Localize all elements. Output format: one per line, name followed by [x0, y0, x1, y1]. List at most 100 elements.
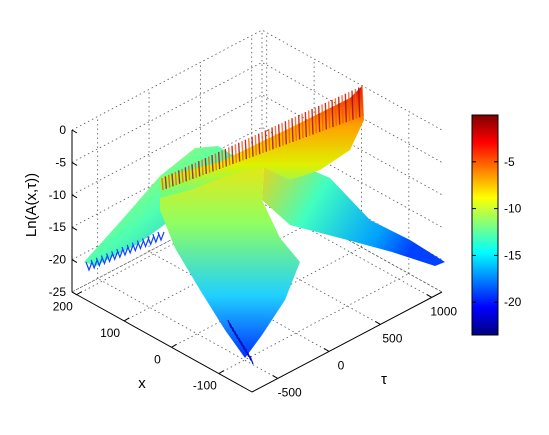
tau-axis-label: τ [381, 371, 387, 388]
x-tick-mark [76, 291, 82, 296]
ripple-line [191, 164, 194, 179]
surface-front-face [160, 150, 300, 358]
ripple-line [341, 95, 344, 124]
ripple-line [111, 251, 119, 261]
ripple-line [264, 130, 268, 152]
ripple-line [126, 244, 134, 255]
surface-right-tail [262, 150, 445, 266]
ripple-line [106, 253, 114, 264]
ripple-line [227, 147, 231, 166]
ripple-line [242, 344, 247, 354]
grid-line [148, 251, 330, 352]
ripple-line [247, 352, 252, 361]
ripple-line [147, 236, 155, 246]
ripple-line [267, 128, 271, 151]
colorbar-tick-label: -10 [504, 202, 522, 216]
x-axis-line [71, 291, 253, 393]
ripple-line [351, 90, 354, 120]
ripple-line [90, 259, 98, 270]
ripple-line [331, 99, 334, 128]
grid-line [71, 94, 443, 196]
ripple-line [171, 173, 174, 187]
ripple-line [361, 85, 364, 117]
ripple-line [95, 257, 103, 268]
tau-tick-mark [272, 375, 278, 379]
x-tick-label: -100 [193, 379, 217, 393]
colorbar [471, 114, 499, 336]
ripple-line [281, 122, 284, 146]
x-tick-mark [218, 370, 225, 375]
ripple-line [207, 156, 211, 173]
ripple-line [274, 125, 278, 149]
ripple-line [334, 98, 338, 126]
ripple-line [174, 171, 178, 186]
ripple-line [229, 323, 234, 332]
ripple-line [240, 341, 245, 350]
z-tick-label: 0 [59, 123, 66, 137]
ripple-line [311, 108, 314, 135]
ripple-line [204, 158, 208, 175]
ripple-line [291, 118, 294, 142]
z-tick-label: -25 [49, 285, 67, 299]
ripple-line [247, 138, 251, 158]
tau-tick-mark [375, 321, 381, 325]
x-tick-label: 0 [154, 352, 161, 366]
ripple-line [354, 89, 358, 119]
ripple-line [287, 119, 291, 144]
ripple-line [136, 240, 144, 251]
x-axis-ticks: -100 0 100 200 [53, 291, 225, 393]
ripple-line [321, 104, 324, 131]
z-tick-mark [71, 226, 78, 231]
x-tick-label: 200 [53, 300, 73, 314]
ripple-line [181, 168, 184, 183]
z-tick-mark [71, 259, 78, 264]
x-tick-mark [123, 317, 130, 322]
ripple-line [85, 261, 93, 272]
grid-line [71, 126, 443, 228]
ripple-line [244, 139, 248, 160]
ripple-line [161, 177, 164, 191]
ripple-line [324, 102, 328, 130]
colorbar-ticks: -5 -10 -15 -20 [472, 155, 522, 309]
ripple-line [131, 242, 139, 253]
ripple-line [157, 231, 165, 242]
tau-tick-mark [323, 348, 330, 352]
tau-axis-line [251, 291, 443, 393]
ripple-line [301, 113, 304, 139]
ripple-line [245, 348, 250, 358]
z-tick-mark [71, 161, 78, 166]
tau-tick-label: -500 [278, 385, 302, 399]
z-axis-ticks: -25 -20 -15 -10 -5 0 [49, 123, 78, 299]
ripple-line [237, 142, 241, 162]
colorbar-tick-label: -15 [504, 248, 522, 262]
ripple-line [357, 87, 361, 118]
ripple-line [317, 105, 321, 133]
tau-tick-label: 500 [382, 331, 402, 345]
z-tick-label: -15 [49, 220, 67, 234]
colorbar-tick-label: -20 [504, 295, 522, 309]
ripple-line [224, 148, 228, 167]
x-tick-label: 100 [100, 326, 120, 340]
ripple-line [257, 133, 261, 155]
ripple-line [231, 326, 236, 336]
grid-line [71, 191, 443, 293]
ripple-line [251, 136, 254, 157]
ripple-line [261, 131, 264, 154]
ripple-line [327, 101, 331, 129]
ripple-line [297, 115, 301, 140]
ripple-line [177, 170, 181, 184]
ripple-line [221, 150, 224, 168]
ripple-line [121, 246, 129, 257]
z-tick-mark [71, 291, 78, 296]
ripple-line [347, 92, 351, 121]
ripple-line [271, 127, 274, 150]
colorbar-tick-label: -5 [504, 155, 515, 169]
ripple-line [234, 330, 239, 340]
surface-plot [84, 85, 445, 365]
ripple-line [184, 167, 188, 182]
z-tick-mark [71, 194, 78, 199]
ripple-line [167, 174, 171, 188]
ripple-line [294, 116, 298, 141]
ripple-line [304, 112, 308, 137]
